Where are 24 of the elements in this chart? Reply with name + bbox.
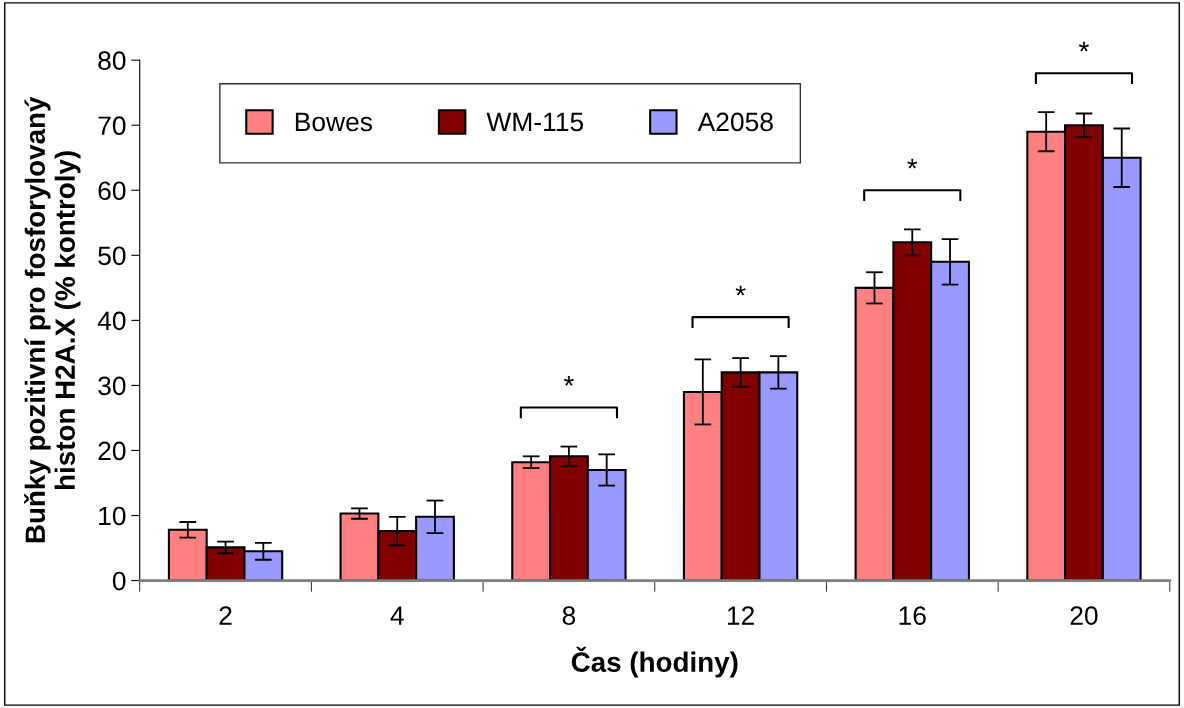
y-tick-label: 0 <box>112 571 126 591</box>
x-axis-title: Čas (hodiny) <box>571 646 738 678</box>
annotation: * <box>735 285 746 296</box>
x-tick-label: 8 <box>562 606 576 625</box>
y-tick-label: 60 <box>98 181 126 201</box>
y-tick-label: 50 <box>98 246 126 266</box>
y-tick-label: 70 <box>98 116 126 136</box>
x-tick-label: 12 <box>727 606 754 625</box>
x-tick-label: 4 <box>390 606 404 625</box>
y-tick-label: 80 <box>98 51 126 70</box>
x-tick-label: 2 <box>219 606 232 625</box>
annotation: * <box>907 158 918 169</box>
y-tick-label: 10 <box>99 506 126 526</box>
legend-label: A2058 <box>697 112 773 132</box>
y-tick-label: 30 <box>98 376 126 396</box>
y-tick-label: 20 <box>98 441 126 461</box>
x-tick-label: 20 <box>1070 606 1098 625</box>
y-axis-title: Buňky pozitivní pro fosforylovaný histon H2A.X (% kontroly) <box>24 96 81 543</box>
x-tick-label: 16 <box>899 606 926 625</box>
legend-label: WM-115 <box>486 112 584 132</box>
text: * <box>1078 41 1089 52</box>
annotation: * <box>563 376 574 386</box>
y-tick-label: 40 <box>97 311 126 331</box>
legend-label: Bowes <box>295 112 372 132</box>
